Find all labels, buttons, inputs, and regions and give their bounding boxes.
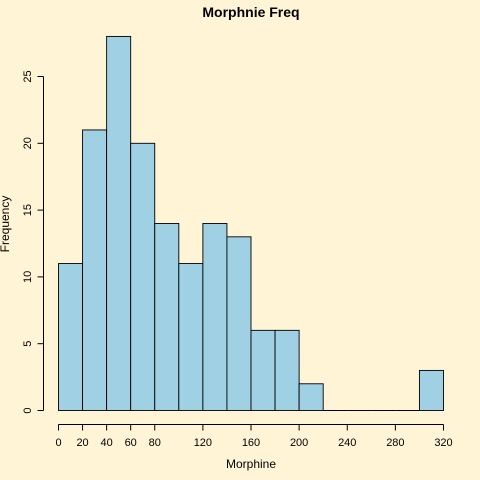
x-tick-label: 120 [194,437,212,449]
x-tick-label: 200 [290,437,308,449]
y-tick-label: 20 [22,137,34,149]
histogram-bar [106,35,132,411]
x-tick-label: 80 [149,437,161,449]
histogram-bar [58,263,84,411]
histogram-bar [250,329,276,411]
y-tick-label: 0 [22,407,34,413]
histogram-bar [226,236,252,411]
x-tick-label: 320 [434,437,452,449]
histogram-bar [202,223,228,411]
histogram-bar [298,383,324,411]
x-tick-label: 0 [55,437,61,449]
x-tick-label: 160 [242,437,260,449]
x-tick-label: 20 [76,437,88,449]
histogram-bar [82,129,108,411]
y-axis: 0 5 10 15 20 25 [22,70,44,414]
y-axis-label: Frequency [0,196,12,253]
histogram-bar [130,142,156,411]
histogram-bar [154,223,180,411]
histogram-bar [274,329,300,411]
x-tick-label: 60 [125,437,137,449]
y-tick-label: 10 [22,271,34,283]
histogram-bar [178,263,204,411]
histogram-bar [418,369,444,411]
bars-group [58,35,444,411]
x-axis-label: Morphine [226,457,276,471]
y-tick-label: 5 [22,341,34,347]
chart-title: Morphnie Freq [202,4,299,20]
x-tick-label: 240 [338,437,356,449]
x-tick-label: 40 [101,437,113,449]
y-tick-label: 15 [22,204,34,216]
x-axis: 0 20 40 60 80 120 160 200 240 280 320 [55,424,453,449]
x-tick-label: 280 [386,437,404,449]
y-tick-label: 25 [22,70,34,82]
